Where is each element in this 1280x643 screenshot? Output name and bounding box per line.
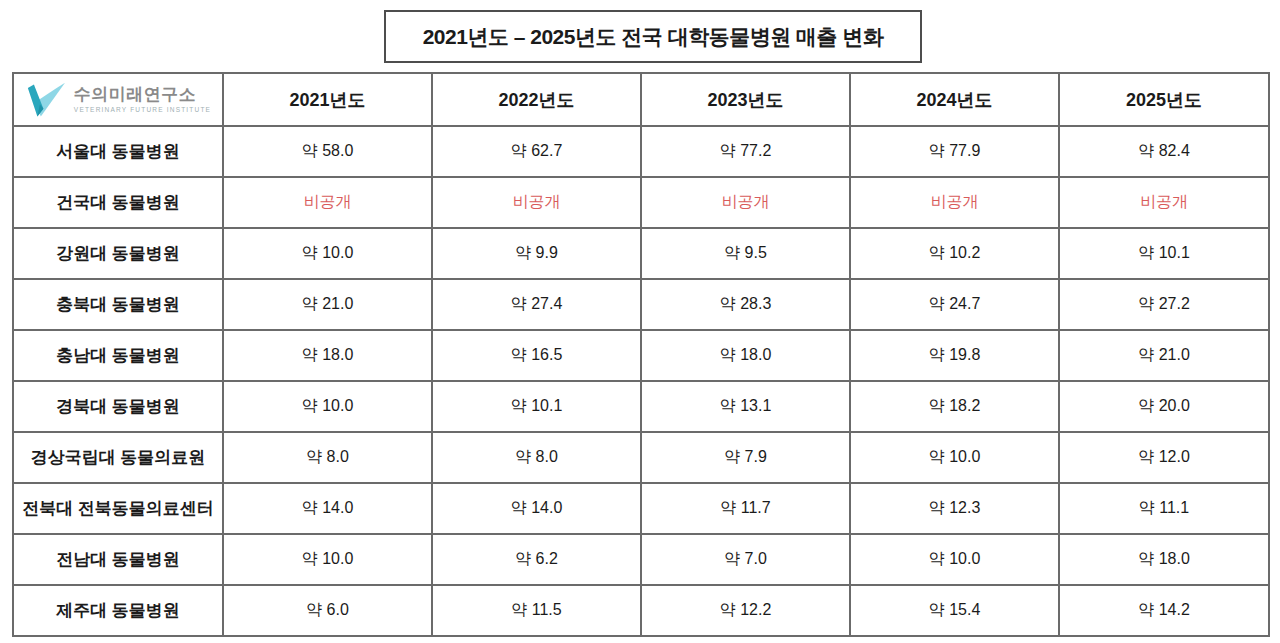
hospital-name-cell: 충남대 동물병원 bbox=[13, 330, 223, 381]
table-row: 경상국립대 동물의료원약 8.0약 8.0약 7.9약 10.0약 12.0 bbox=[13, 432, 1269, 483]
table-row: 서울대 동물병원약 58.0약 62.7약 77.2약 77.9약 82.4 bbox=[13, 126, 1269, 177]
revenue-value-cell: 약 20.0 bbox=[1059, 381, 1269, 432]
revenue-value-cell: 약 11.7 bbox=[641, 483, 850, 534]
revenue-value-cell: 약 11.5 bbox=[432, 585, 641, 636]
hospital-name-cell: 전남대 동물병원 bbox=[13, 534, 223, 585]
table-row: 전남대 동물병원약 10.0약 6.2약 7.0약 10.0약 18.0 bbox=[13, 534, 1269, 585]
logo-cell: 수의미래연구소 VETERINARY FUTURE INSTITUTE bbox=[13, 73, 223, 126]
column-header-2021: 2021년도 bbox=[223, 73, 432, 126]
revenue-value-cell: 약 77.9 bbox=[850, 126, 1059, 177]
revenue-value-cell: 약 10.0 bbox=[223, 534, 432, 585]
revenue-value-cell: 약 24.7 bbox=[850, 279, 1059, 330]
confidential-value-cell: 비공개 bbox=[223, 177, 432, 228]
table-header: 수의미래연구소 VETERINARY FUTURE INSTITUTE 2021… bbox=[13, 73, 1269, 126]
revenue-value-cell: 약 12.3 bbox=[850, 483, 1059, 534]
revenue-value-cell: 약 10.0 bbox=[850, 432, 1059, 483]
page-title-text: 2021년도 – 2025년도 전국 대학동물병원 매출 변화 bbox=[423, 23, 884, 51]
logo: 수의미래연구소 VETERINARY FUTURE INSTITUTE bbox=[14, 81, 222, 119]
revenue-value-cell: 약 6.2 bbox=[432, 534, 641, 585]
revenue-value-cell: 약 19.8 bbox=[850, 330, 1059, 381]
confidential-value-cell: 비공개 bbox=[641, 177, 850, 228]
hospital-name-cell: 충북대 동물병원 bbox=[13, 279, 223, 330]
hospital-name-cell: 경북대 동물병원 bbox=[13, 381, 223, 432]
revenue-value-cell: 약 62.7 bbox=[432, 126, 641, 177]
table-row: 건국대 동물병원비공개비공개비공개비공개비공개 bbox=[13, 177, 1269, 228]
revenue-value-cell: 약 27.2 bbox=[1059, 279, 1269, 330]
column-header-2022: 2022년도 bbox=[432, 73, 641, 126]
revenue-value-cell: 약 14.0 bbox=[223, 483, 432, 534]
revenue-value-cell: 약 10.0 bbox=[223, 381, 432, 432]
confidential-value-cell: 비공개 bbox=[1059, 177, 1269, 228]
table-row: 충남대 동물병원약 18.0약 16.5약 18.0약 19.8약 21.0 bbox=[13, 330, 1269, 381]
revenue-value-cell: 약 10.1 bbox=[432, 381, 641, 432]
revenue-value-cell: 약 11.1 bbox=[1059, 483, 1269, 534]
revenue-value-cell: 약 21.0 bbox=[1059, 330, 1269, 381]
hospital-name-cell: 건국대 동물병원 bbox=[13, 177, 223, 228]
revenue-value-cell: 약 10.1 bbox=[1059, 228, 1269, 279]
revenue-value-cell: 약 28.3 bbox=[641, 279, 850, 330]
table-row: 강원대 동물병원약 10.0약 9.9약 9.5약 10.2약 10.1 bbox=[13, 228, 1269, 279]
revenue-value-cell: 약 6.0 bbox=[223, 585, 432, 636]
revenue-value-cell: 약 14.2 bbox=[1059, 585, 1269, 636]
column-header-2025: 2025년도 bbox=[1059, 73, 1269, 126]
revenue-value-cell: 약 7.9 bbox=[641, 432, 850, 483]
hospital-name-cell: 강원대 동물병원 bbox=[13, 228, 223, 279]
revenue-value-cell: 약 8.0 bbox=[223, 432, 432, 483]
revenue-value-cell: 약 10.2 bbox=[850, 228, 1059, 279]
revenue-value-cell: 약 12.0 bbox=[1059, 432, 1269, 483]
revenue-value-cell: 약 14.0 bbox=[432, 483, 641, 534]
revenue-value-cell: 약 8.0 bbox=[432, 432, 641, 483]
column-header-2023: 2023년도 bbox=[641, 73, 850, 126]
revenue-value-cell: 약 10.0 bbox=[223, 228, 432, 279]
table-row: 충북대 동물병원약 21.0약 27.4약 28.3약 24.7약 27.2 bbox=[13, 279, 1269, 330]
logo-korean-name: 수의미래연구소 bbox=[74, 86, 197, 105]
revenue-value-cell: 약 18.2 bbox=[850, 381, 1059, 432]
revenue-value-cell: 약 10.0 bbox=[850, 534, 1059, 585]
revenue-value-cell: 약 27.4 bbox=[432, 279, 641, 330]
revenue-value-cell: 약 9.9 bbox=[432, 228, 641, 279]
revenue-value-cell: 약 9.5 bbox=[641, 228, 850, 279]
revenue-value-cell: 약 18.0 bbox=[1059, 534, 1269, 585]
hospital-name-cell: 전북대 전북동물의료센터 bbox=[13, 483, 223, 534]
revenue-value-cell: 약 77.2 bbox=[641, 126, 850, 177]
revenue-value-cell: 약 13.1 bbox=[641, 381, 850, 432]
revenue-value-cell: 약 7.0 bbox=[641, 534, 850, 585]
revenue-value-cell: 약 82.4 bbox=[1059, 126, 1269, 177]
revenue-value-cell: 약 18.0 bbox=[223, 330, 432, 381]
revenue-table: 수의미래연구소 VETERINARY FUTURE INSTITUTE 2021… bbox=[12, 72, 1270, 637]
revenue-value-cell: 약 58.0 bbox=[223, 126, 432, 177]
vfi-checkmark-logo-icon bbox=[25, 81, 67, 119]
table-row: 전북대 전북동물의료센터약 14.0약 14.0약 11.7약 12.3약 11… bbox=[13, 483, 1269, 534]
confidential-value-cell: 비공개 bbox=[850, 177, 1059, 228]
revenue-value-cell: 약 21.0 bbox=[223, 279, 432, 330]
logo-text: 수의미래연구소 VETERINARY FUTURE INSTITUTE bbox=[74, 86, 211, 114]
table-row: 경북대 동물병원약 10.0약 10.1약 13.1약 18.2약 20.0 bbox=[13, 381, 1269, 432]
table-body: 서울대 동물병원약 58.0약 62.7약 77.2약 77.9약 82.4건국… bbox=[13, 126, 1269, 636]
revenue-value-cell: 약 12.2 bbox=[641, 585, 850, 636]
table-row: 제주대 동물병원약 6.0약 11.5약 12.2약 15.4약 14.2 bbox=[13, 585, 1269, 636]
revenue-value-cell: 약 18.0 bbox=[641, 330, 850, 381]
column-header-2024: 2024년도 bbox=[850, 73, 1059, 126]
page-title: 2021년도 – 2025년도 전국 대학동물병원 매출 변화 bbox=[384, 10, 922, 63]
logo-english-name: VETERINARY FUTURE INSTITUTE bbox=[74, 106, 211, 113]
hospital-name-cell: 제주대 동물병원 bbox=[13, 585, 223, 636]
header-row: 수의미래연구소 VETERINARY FUTURE INSTITUTE 2021… bbox=[13, 73, 1269, 126]
confidential-value-cell: 비공개 bbox=[432, 177, 641, 228]
revenue-value-cell: 약 16.5 bbox=[432, 330, 641, 381]
hospital-name-cell: 서울대 동물병원 bbox=[13, 126, 223, 177]
revenue-value-cell: 약 15.4 bbox=[850, 585, 1059, 636]
hospital-name-cell: 경상국립대 동물의료원 bbox=[13, 432, 223, 483]
